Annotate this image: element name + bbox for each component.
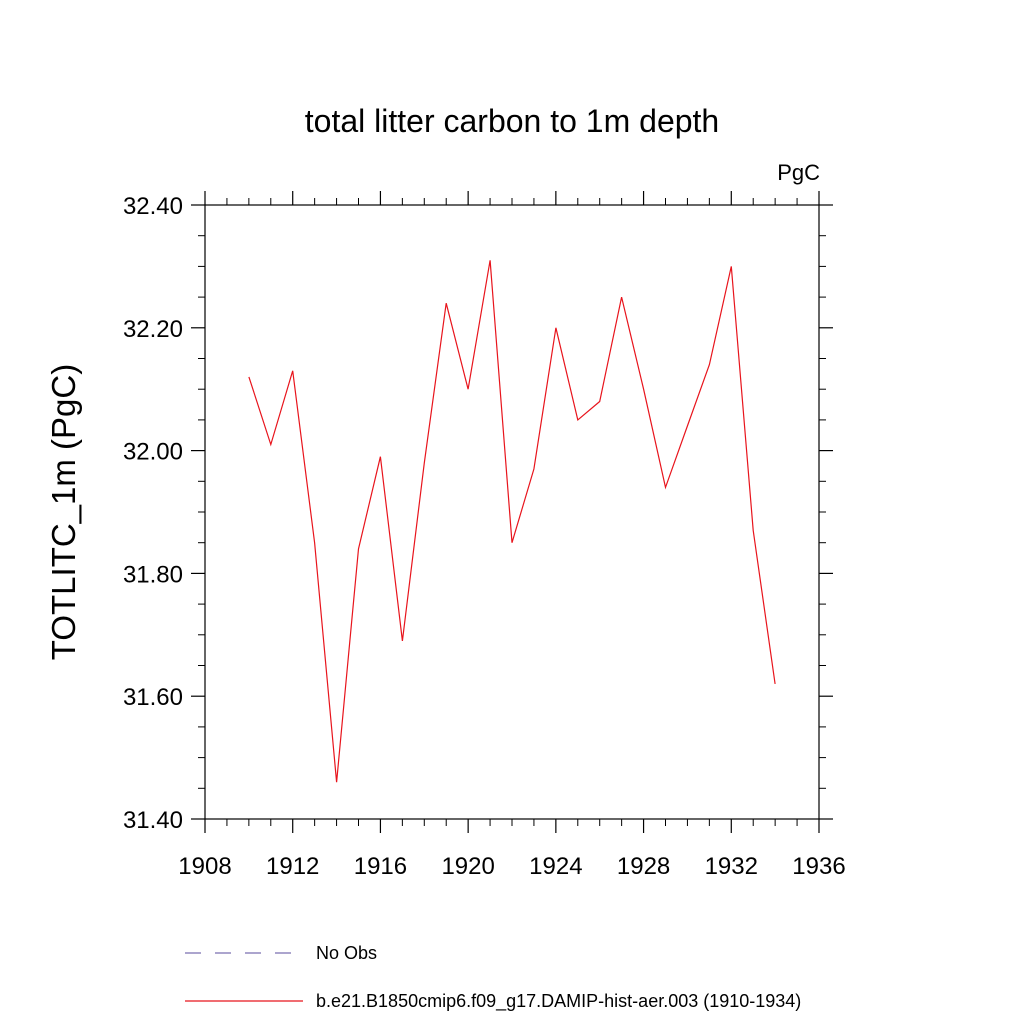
x-tick-label: 1916 xyxy=(354,853,407,880)
axis-ticks xyxy=(191,191,833,833)
x-tick-label: 1908 xyxy=(178,853,231,880)
legend: No Obs b.e21.B1850cmip6.f09_g17.DAMIP-his… xyxy=(185,943,801,1012)
y-tick-label: 32.40 xyxy=(123,193,183,220)
x-tick-label: 1936 xyxy=(792,853,845,880)
units-label: PgC xyxy=(777,160,820,185)
y-tick-label: 32.20 xyxy=(123,316,183,343)
x-tick-label: 1912 xyxy=(266,853,319,880)
series-line xyxy=(248,260,776,783)
legend-label: No Obs xyxy=(316,943,377,963)
y-tick-label: 31.80 xyxy=(123,561,183,588)
x-tick-label: 1924 xyxy=(529,853,582,880)
y-axis-label: TOTLITC_1m (PgC) xyxy=(45,364,82,660)
y-tick-label: 31.40 xyxy=(123,807,183,834)
tick-labels: 1908 1912 1916 1920 1924 1928 1932 1936 31.40 31.… xyxy=(123,193,846,880)
chart-title: total litter carbon to 1m depth xyxy=(305,103,719,139)
legend-label: b.e21.B1850cmip6.f09_g17.DAMIP-hist-aer.… xyxy=(316,991,801,1012)
x-tick-label: 1932 xyxy=(705,853,758,880)
y-tick-label: 31.60 xyxy=(123,684,183,711)
series-lines xyxy=(248,260,776,783)
x-tick-label: 1928 xyxy=(617,853,670,880)
y-tick-label: 32.00 xyxy=(123,439,183,466)
x-tick-label: 1920 xyxy=(441,853,494,880)
plot-frame xyxy=(204,204,820,820)
